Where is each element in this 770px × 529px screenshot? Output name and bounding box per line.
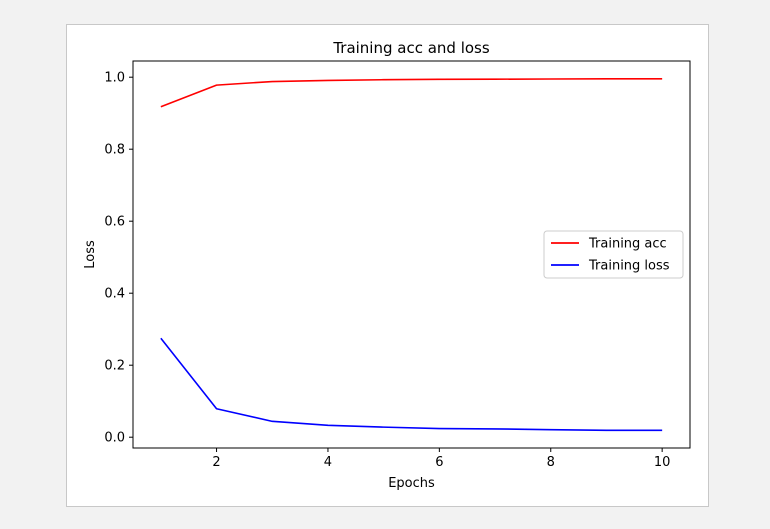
legend-label: Training loss [588, 259, 670, 274]
axes-frame [132, 60, 691, 449]
x-axis-ticks: 2 4 6 8 10 [212, 448, 670, 470]
x-tick-label: 10 [654, 455, 671, 470]
y-tick-label: 1.0 [104, 71, 125, 86]
y-tick-label: 0.4 [104, 287, 125, 302]
y-tick-label: 0.2 [104, 359, 125, 374]
x-axis-label: Epochs [388, 476, 435, 491]
series-line-training-acc [160, 78, 663, 108]
x-tick-label: 4 [324, 455, 332, 470]
x-tick-label: 2 [212, 455, 220, 470]
y-axis-ticks: 0.0 0.2 0.4 0.6 0.8 1.0 [104, 71, 133, 446]
series-line-training-loss [160, 337, 663, 432]
chart-title: Training acc and loss [332, 39, 490, 57]
legend: Training acc Training loss [543, 230, 684, 279]
x-tick-label: 8 [547, 455, 555, 470]
y-tick-label: 0.8 [104, 143, 125, 158]
plot-area [160, 78, 663, 432]
y-tick-label: 0.6 [104, 215, 125, 230]
legend-label: Training acc [588, 237, 667, 252]
y-axis-label: Loss [83, 240, 98, 269]
x-tick-label: 6 [435, 455, 443, 470]
y-tick-label: 0.0 [104, 431, 125, 446]
